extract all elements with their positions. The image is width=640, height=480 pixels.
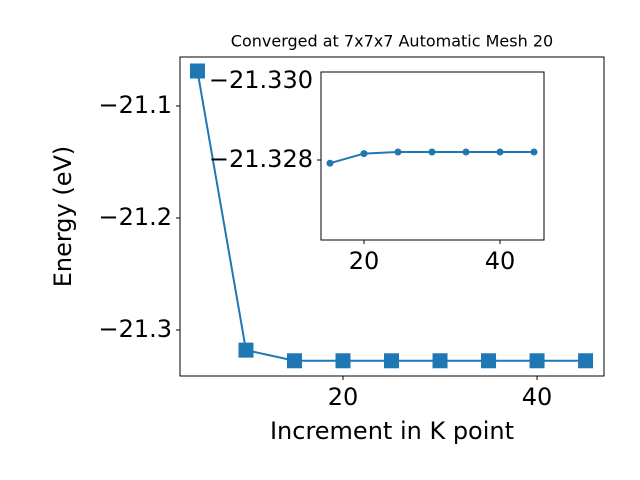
marker: [462, 148, 470, 156]
marker: [529, 353, 545, 369]
x-tick-label: 40: [485, 247, 516, 275]
marker: [432, 353, 448, 369]
y-tick-label: −21.2: [98, 203, 172, 231]
marker: [238, 342, 254, 358]
marker: [496, 148, 504, 156]
x-tick-label: 20: [328, 383, 359, 411]
offset-text: −21.330: [209, 66, 313, 94]
x-tick-label: 40: [522, 383, 553, 411]
marker: [394, 148, 402, 156]
marker: [578, 353, 594, 369]
y-axis-label: Energy (eV): [49, 146, 77, 288]
marker: [428, 148, 436, 156]
y-tick-label: −21.3: [98, 315, 172, 343]
marker: [335, 353, 351, 369]
marker: [530, 148, 538, 156]
marker: [384, 353, 400, 369]
x-tick-label: 20: [349, 247, 380, 275]
marker: [286, 353, 302, 369]
chart-title: Converged at 7x7x7 Automatic Mesh 20: [231, 32, 553, 51]
marker: [326, 159, 334, 167]
x-axis-label: Increment in K point: [270, 417, 514, 445]
y-tick-label: −21.328: [209, 145, 313, 173]
marker: [481, 353, 497, 369]
marker: [360, 150, 368, 158]
y-tick-label: −21.1: [98, 91, 172, 119]
marker: [189, 63, 205, 79]
